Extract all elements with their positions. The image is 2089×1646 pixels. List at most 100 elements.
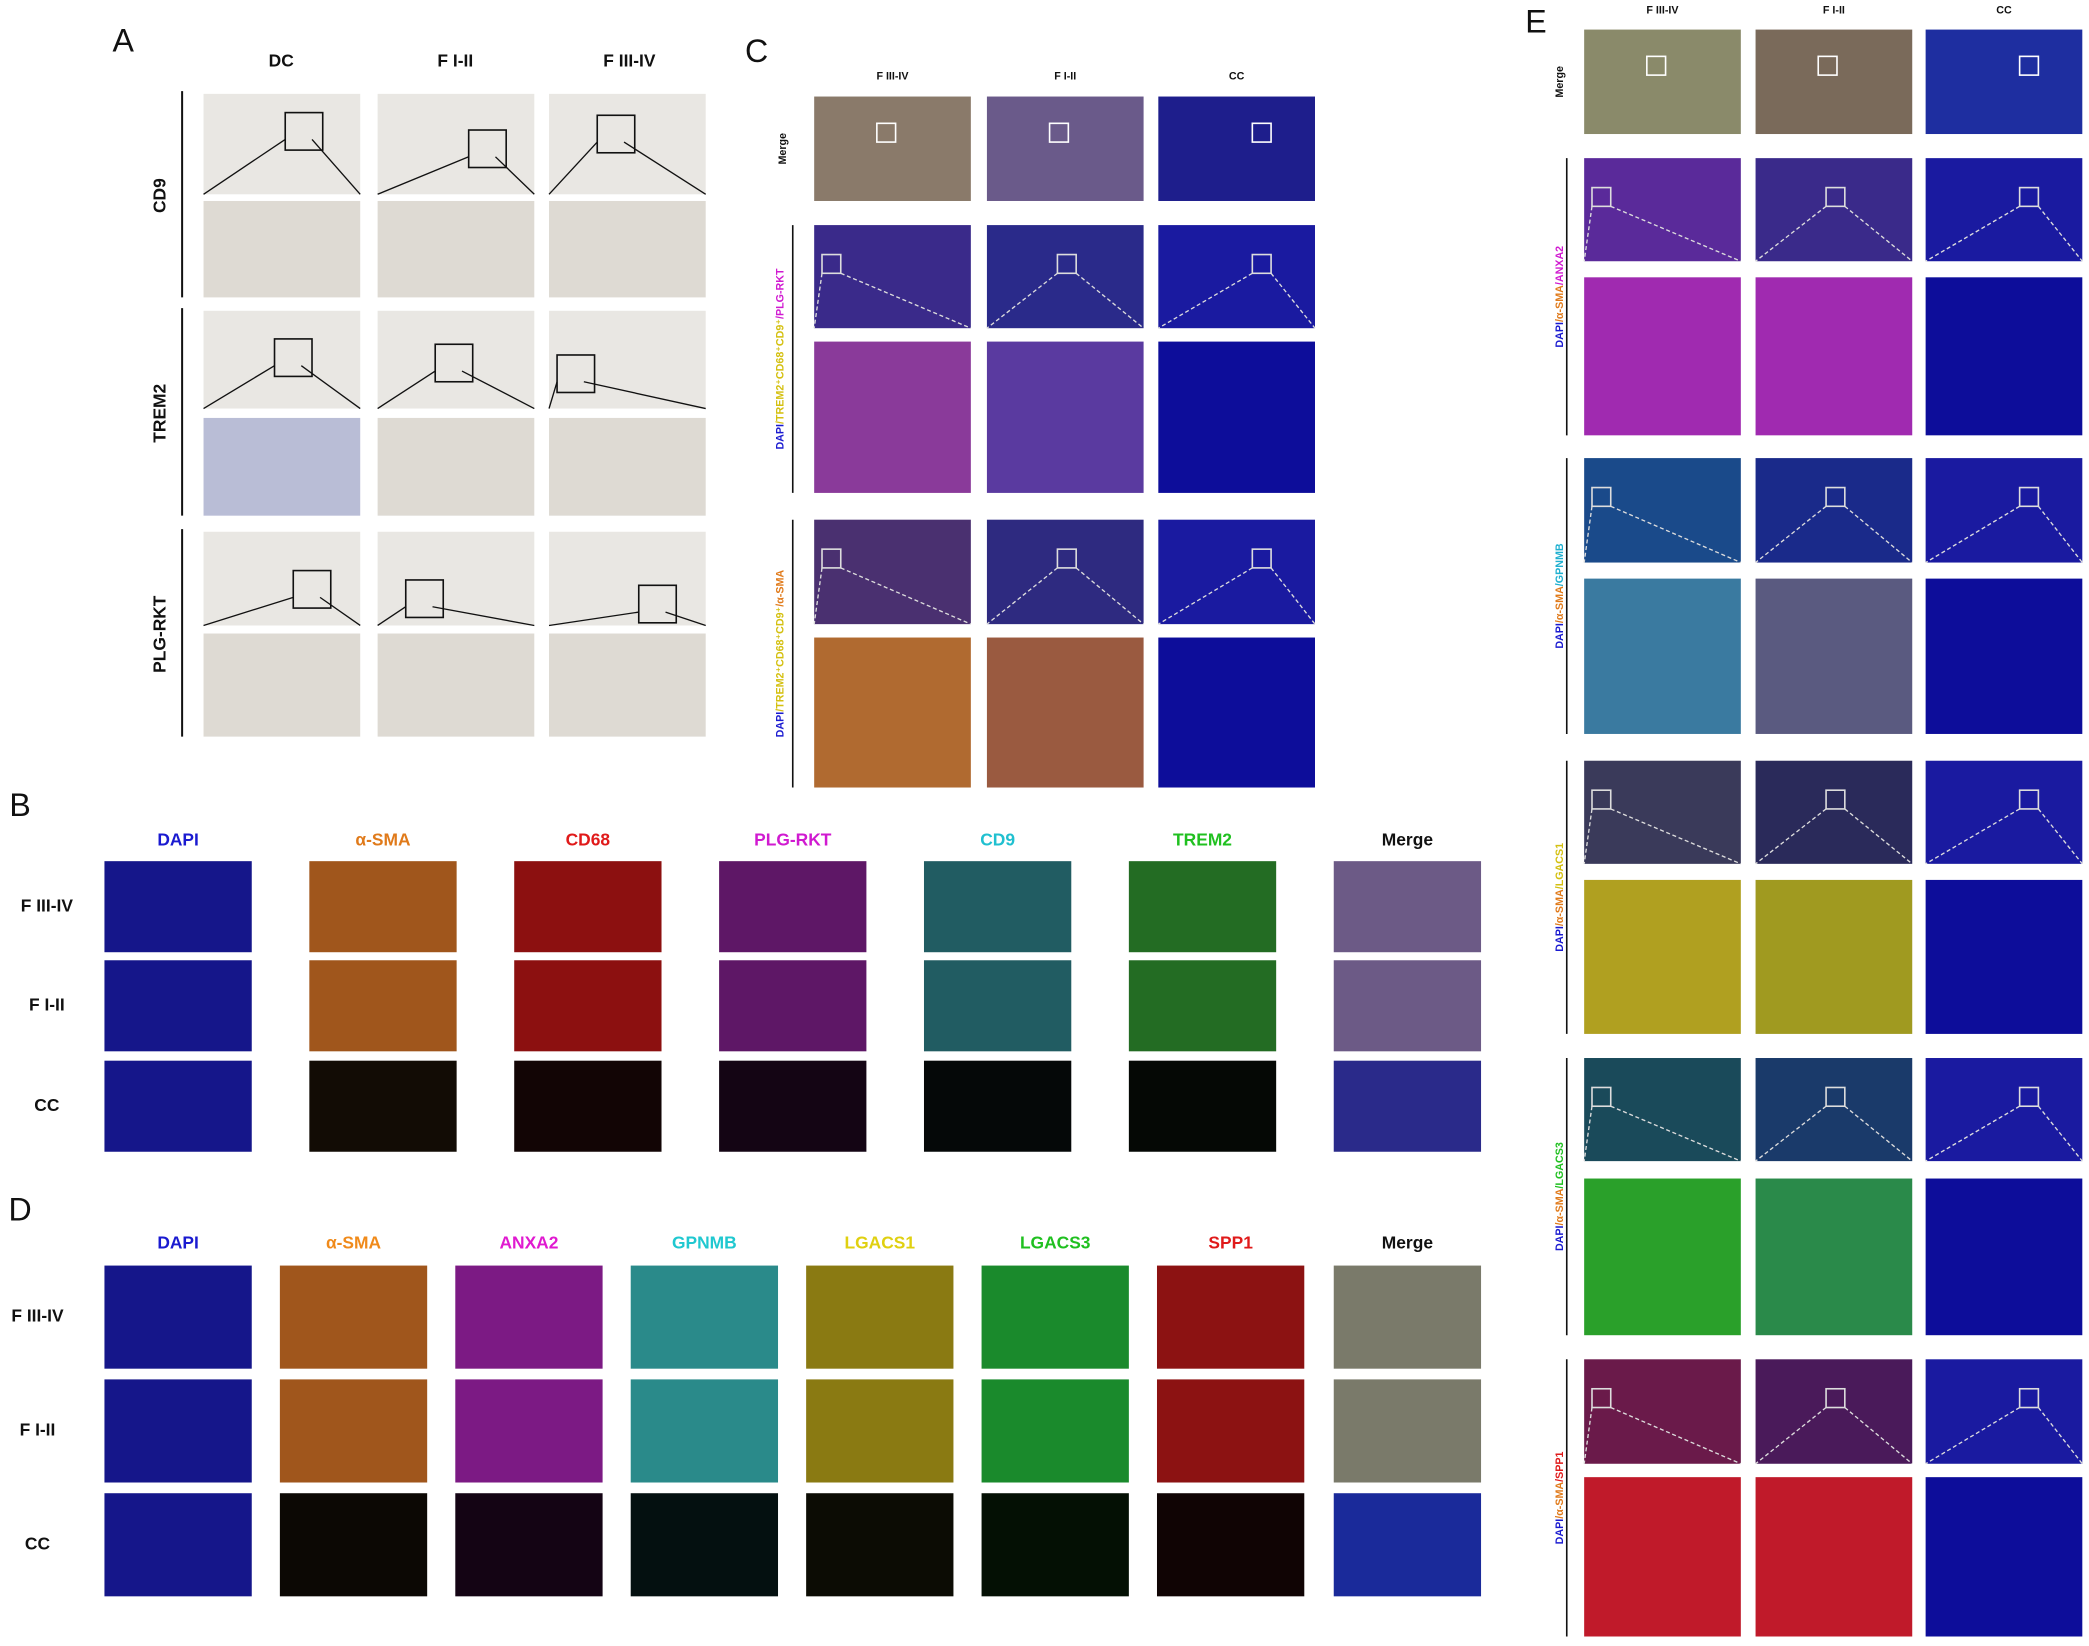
micrograph bbox=[455, 1379, 603, 1483]
stain-part: /TREM2⁺CD68⁺CD9⁺ bbox=[775, 319, 787, 424]
micrograph bbox=[455, 1265, 603, 1369]
stain-label: DAPI/α-SMA/GPNMB bbox=[1554, 543, 1566, 649]
micrograph bbox=[986, 637, 1144, 788]
zoom-box bbox=[467, 129, 507, 169]
zoom-line bbox=[813, 273, 823, 329]
zoom-line bbox=[432, 606, 535, 627]
row-label: Merge bbox=[777, 133, 789, 165]
stain-part: /ANXA2 bbox=[1554, 246, 1566, 285]
stain-part: /SPP1 bbox=[1554, 1451, 1566, 1481]
micrograph bbox=[549, 310, 706, 409]
stain-part: /α-SMA bbox=[1554, 1482, 1566, 1519]
zoom-line bbox=[1610, 205, 1742, 262]
stain-part: DAPI bbox=[775, 712, 787, 738]
zoom-box bbox=[821, 548, 842, 569]
zoom-line bbox=[495, 156, 535, 195]
zoom-line bbox=[377, 370, 436, 410]
zoom-line bbox=[1610, 1105, 1742, 1162]
micrograph bbox=[1333, 1379, 1482, 1483]
channel-header: LGACS3 bbox=[1020, 1233, 1091, 1253]
zoom-box bbox=[1591, 1387, 1612, 1409]
zoom-line bbox=[623, 141, 707, 195]
micrograph bbox=[377, 531, 535, 626]
micrograph bbox=[104, 960, 252, 1052]
zoom-line bbox=[548, 611, 639, 627]
micrograph bbox=[1755, 29, 1913, 135]
micrograph bbox=[1333, 960, 1482, 1052]
micrograph bbox=[1755, 1058, 1913, 1162]
row-label: CC bbox=[34, 1095, 60, 1115]
channel-header: α-SMA bbox=[326, 1233, 382, 1253]
panel-letter: C bbox=[745, 33, 768, 69]
zoom-box bbox=[1591, 789, 1612, 810]
micrograph bbox=[1925, 1058, 2083, 1162]
stain-part: /LGACS1 bbox=[1554, 843, 1566, 889]
micrograph bbox=[814, 519, 971, 625]
stain-part: DAPI bbox=[1554, 1519, 1566, 1545]
zoom-line bbox=[986, 567, 1058, 625]
micrograph bbox=[630, 1265, 779, 1369]
row-label: F I-II bbox=[29, 994, 65, 1014]
micrograph bbox=[514, 861, 662, 953]
zoom-line bbox=[2037, 1105, 2083, 1162]
stain-part: /α-SMA bbox=[1554, 586, 1566, 623]
micrograph bbox=[1755, 578, 1913, 734]
stain-part: DAPI bbox=[1554, 623, 1566, 649]
zoom-box bbox=[556, 354, 596, 394]
row-label: Merge bbox=[1554, 66, 1566, 98]
micrograph bbox=[719, 960, 867, 1052]
micrograph bbox=[923, 861, 1072, 953]
zoom-line bbox=[1270, 567, 1316, 625]
column-header: F III-IV bbox=[1646, 5, 1679, 17]
micrograph bbox=[719, 861, 867, 953]
micrograph bbox=[1925, 879, 2083, 1034]
micrograph bbox=[1755, 1477, 1913, 1637]
stain-part: /GPNMB bbox=[1554, 543, 1566, 586]
panel-letter: A bbox=[112, 22, 134, 58]
zoom-box bbox=[2018, 789, 2040, 810]
zoom-line bbox=[583, 381, 706, 410]
micrograph bbox=[514, 1060, 662, 1152]
zoom-line bbox=[1844, 205, 1913, 262]
stain-part: DAPI bbox=[1554, 322, 1566, 348]
micrograph bbox=[203, 633, 361, 737]
micrograph bbox=[1755, 277, 1913, 436]
micrograph bbox=[630, 1379, 779, 1483]
panel-letter: D bbox=[8, 1191, 31, 1227]
micrograph bbox=[1156, 1493, 1305, 1597]
micrograph bbox=[309, 861, 457, 953]
zoom-line bbox=[986, 272, 1058, 329]
zoom-line bbox=[548, 141, 598, 195]
zoom-line bbox=[300, 365, 361, 410]
micrograph bbox=[806, 1265, 954, 1369]
micrograph bbox=[1925, 578, 2083, 734]
zoom-box bbox=[876, 122, 897, 143]
zoom-line bbox=[1844, 1407, 1913, 1465]
zoom-line bbox=[813, 567, 823, 625]
stain-label: DAPI/α-SMA/LGACS3 bbox=[1554, 1142, 1566, 1251]
micrograph bbox=[514, 960, 662, 1052]
micrograph bbox=[814, 225, 971, 329]
micrograph bbox=[986, 96, 1144, 201]
zoom-line bbox=[1583, 808, 1593, 864]
zoom-line bbox=[840, 272, 972, 329]
micrograph bbox=[1128, 861, 1277, 953]
micrograph bbox=[1755, 1359, 1913, 1464]
micrograph bbox=[986, 519, 1144, 625]
zoom-box bbox=[1825, 1387, 1846, 1409]
stain-part: /α-SMA bbox=[775, 570, 787, 607]
micrograph bbox=[377, 200, 535, 298]
zoom-box bbox=[2018, 1387, 2040, 1409]
zoom-box bbox=[1646, 55, 1667, 76]
zoom-box bbox=[1048, 122, 1070, 143]
micrograph bbox=[104, 1493, 252, 1597]
micrograph bbox=[1755, 458, 1913, 563]
micrograph bbox=[1333, 1060, 1482, 1152]
micrograph bbox=[549, 633, 706, 737]
zoom-line bbox=[1755, 505, 1827, 564]
stain-part: /PLG-RKT bbox=[775, 268, 787, 319]
zoom-box bbox=[1591, 486, 1612, 508]
panel-letter: E bbox=[1525, 4, 1546, 40]
zoom-line bbox=[2037, 1407, 2083, 1465]
